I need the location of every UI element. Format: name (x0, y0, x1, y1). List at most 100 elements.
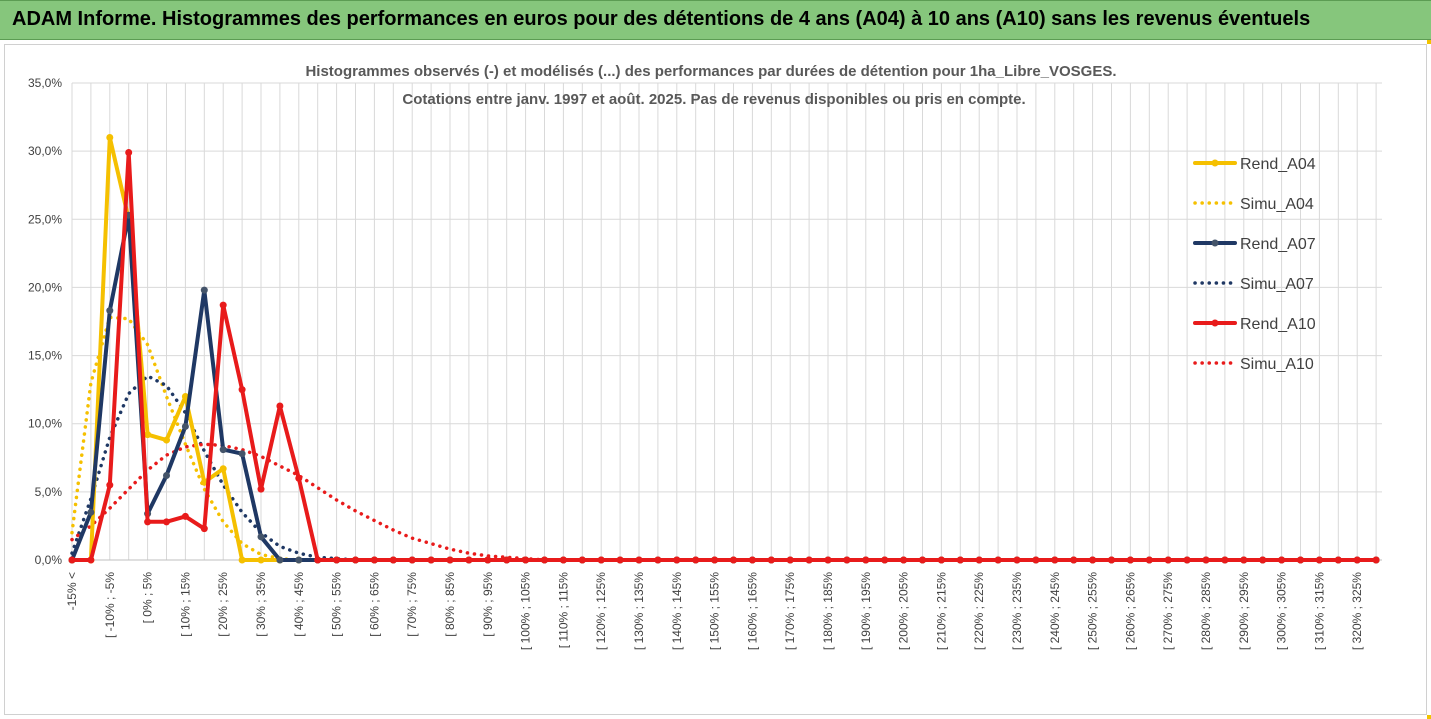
series-line-rend-a07 (70, 213, 1379, 562)
data-point (87, 556, 95, 564)
x-tick-label: [ 70% ; 75% (405, 572, 419, 637)
data-point (1070, 556, 1078, 564)
x-tick-label: [ 50% ; 55% (330, 572, 344, 637)
data-point (711, 556, 719, 564)
data-point (1013, 556, 1021, 564)
data-point (1315, 556, 1323, 564)
data-point (824, 556, 832, 564)
x-tick-label: [ 310% ; 315% (1312, 572, 1326, 650)
data-point (1183, 556, 1191, 564)
data-point (200, 478, 208, 486)
y-tick-label: 10,0% (28, 417, 62, 431)
data-point (333, 556, 341, 564)
x-tick-label: [ 180% ; 185% (821, 572, 835, 650)
x-tick-label: [ 100% ; 105% (519, 572, 533, 650)
data-point (1372, 556, 1380, 564)
data-point (1145, 556, 1153, 564)
x-tick-label: [ 140% ; 145% (670, 572, 684, 650)
data-point (238, 450, 246, 458)
legend-marker (1211, 239, 1219, 247)
data-point (503, 556, 511, 564)
legend-label: Rend_A04 (1240, 156, 1316, 173)
data-point (1051, 556, 1059, 564)
data-point (276, 556, 284, 564)
y-tick-label: 5,0% (35, 485, 63, 499)
x-axis-ticks: -15% < [ -10% ; -5% [ 0% ; 5% [ 10% ; 15% [ … (65, 572, 1364, 650)
data-point (238, 386, 246, 394)
data-point (219, 446, 227, 454)
data-point (106, 307, 114, 315)
data-point (408, 556, 416, 564)
data-point (257, 485, 265, 493)
data-point (767, 556, 775, 564)
data-point (1032, 556, 1040, 564)
data-point (522, 556, 530, 564)
data-point (295, 556, 303, 564)
x-tick-label: [ 260% ; 265% (1123, 572, 1137, 650)
data-point (616, 556, 624, 564)
y-tick-label: 25,0% (28, 212, 62, 226)
x-tick-label: [ 160% ; 165% (745, 572, 759, 650)
data-point (730, 556, 737, 564)
y-tick-label: 0,0% (35, 553, 63, 567)
x-tick-label: -15% < (65, 572, 79, 610)
gridlines (71, 82, 1382, 561)
y-tick-label: 35,0% (28, 76, 62, 90)
data-point (937, 556, 945, 564)
header-banner: ADAM Informe. Histogrammes des performan… (0, 0, 1431, 40)
x-tick-label: [ 270% ; 275% (1161, 572, 1175, 650)
data-point (919, 556, 926, 564)
x-tick-label: [ 90% ; 95% (481, 572, 495, 637)
report-title: ADAM Informe. Histogrammes des performan… (12, 8, 1311, 30)
legend-marker (1211, 319, 1219, 327)
y-tick-label: 15,0% (28, 349, 62, 363)
legend: Rend_A04 Simu_A04 Rend_A07 Simu_A07 Rend_A10… (1193, 156, 1316, 373)
x-tick-label: [ 0% ; 5% (141, 572, 155, 624)
data-point (163, 518, 170, 526)
data-point (805, 556, 813, 564)
series-line-simu-a04 (70, 315, 1378, 562)
data-point (843, 556, 851, 564)
data-point (578, 556, 586, 564)
data-point (370, 556, 378, 564)
data-point (1334, 556, 1342, 564)
data-point (1221, 556, 1229, 564)
data-point (881, 556, 889, 564)
data-point (106, 134, 114, 142)
y-tick-label: 30,0% (28, 144, 62, 158)
data-point (219, 301, 227, 309)
data-point (975, 556, 983, 564)
data-point (200, 525, 208, 533)
x-tick-label: [ 250% ; 255% (1086, 572, 1100, 650)
x-tick-label: [ 210% ; 215% (934, 572, 948, 650)
data-point (1164, 556, 1172, 564)
data-point (1259, 556, 1267, 564)
data-point (389, 556, 397, 564)
legend-label: Rend_A10 (1240, 316, 1316, 333)
data-point (1202, 556, 1210, 564)
data-point (352, 556, 359, 564)
data-point (1240, 556, 1248, 564)
data-point (748, 556, 756, 564)
corner-mark (1427, 715, 1431, 719)
x-tick-label: [ 40% ; 45% (292, 572, 306, 637)
x-tick-label: [ 170% ; 175% (783, 572, 797, 650)
x-tick-label: [ 30% ; 35% (254, 572, 268, 637)
data-point (597, 556, 605, 564)
data-point (541, 556, 548, 564)
data-point (219, 465, 227, 473)
x-tick-label: [ 220% ; 225% (972, 572, 986, 650)
chart-title-line2: Cotations entre janv. 1997 et août. 2025… (402, 91, 1025, 108)
x-tick-label: [ 120% ; 125% (594, 572, 608, 650)
data-point (125, 149, 133, 157)
legend-label: Rend_A07 (1240, 236, 1316, 253)
data-point (1297, 556, 1304, 564)
x-tick-label: [ 60% ; 65% (367, 572, 381, 637)
data-point (427, 556, 435, 564)
data-point (635, 556, 643, 564)
data-point (106, 481, 114, 489)
data-point (465, 556, 473, 564)
data-point (163, 436, 170, 444)
data-point (200, 286, 208, 294)
x-tick-label: [ 230% ; 235% (1010, 572, 1024, 650)
